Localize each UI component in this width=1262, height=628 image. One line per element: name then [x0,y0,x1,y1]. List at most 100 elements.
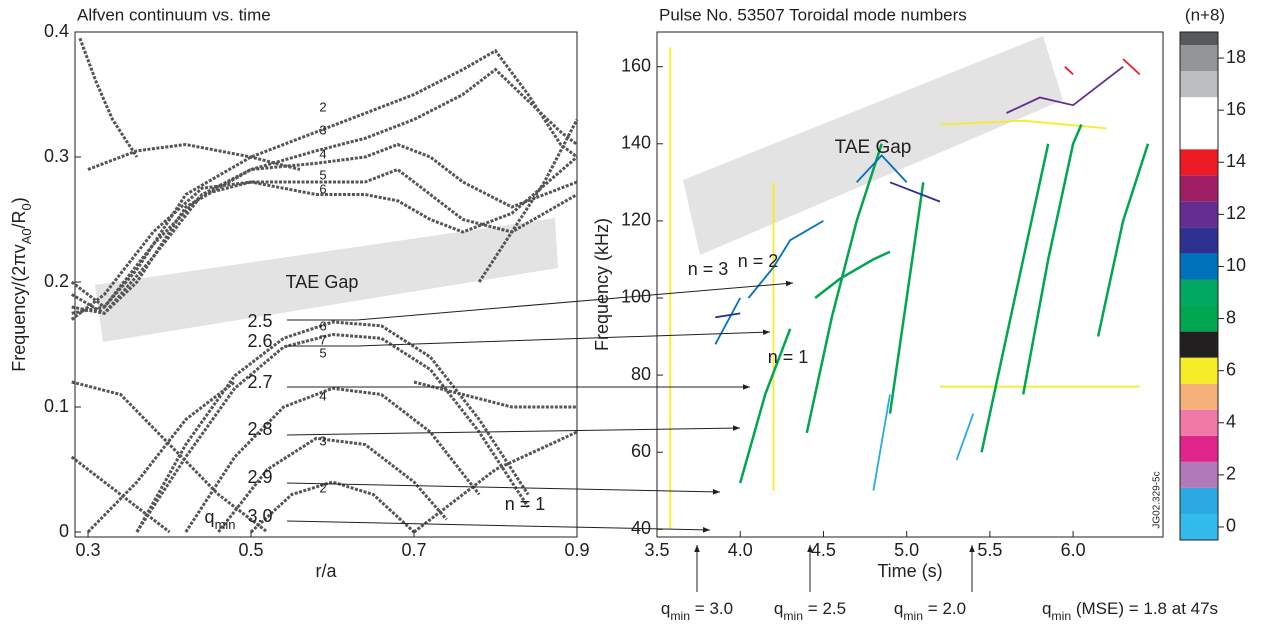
series-line [249,480,416,534]
annotation: 2 [319,480,326,495]
annotation-part: min [903,609,923,623]
annotation-part: min [783,609,803,623]
color-band [1180,409,1218,436]
annotation: qmin [205,507,236,532]
y-axis-label-part: Frequency/(2πv [9,244,29,371]
arrow [286,520,711,533]
annotation-part: q [894,599,903,618]
y-axis-label-part: ) [9,197,29,203]
series-line [70,48,578,310]
series-line [715,181,941,319]
colorbar-title: (n+8) [1185,5,1225,24]
annotation: qmin (MSE) = 1.8 at 47s [1042,599,1218,623]
annotation-part: min [670,609,690,623]
series-line [71,167,578,315]
annotation: 6 [319,181,326,196]
color-band [1180,201,1218,228]
annotation: 2.9 [247,467,272,487]
arrow [286,425,741,436]
y-tick-label: 80 [631,364,651,384]
annotation: 2.7 [247,372,272,392]
annotation-part: q [774,599,783,618]
colorbar-tick-label: 4 [1226,412,1236,432]
annotation: n = 1 [505,494,546,514]
annotation: 5 [319,167,326,182]
annotation: 3 [319,122,326,137]
annotation: 3.0 [247,506,272,526]
colorbar-tick-label: 16 [1226,99,1246,119]
plot-frame [74,31,578,538]
series-line [1064,58,1141,76]
series-line [184,386,481,533]
color-band [1180,487,1218,514]
annotation-part: min [1051,609,1071,623]
colorbar-tick-label: 2 [1226,464,1236,484]
x-tick-label: 5.5 [977,540,1002,560]
y-tick-label: 0.1 [44,396,69,416]
series-line [71,142,578,315]
annotation: 2.5 [247,311,272,331]
annotation-part: q [661,599,670,618]
y-axis-label: Frequency (kHz) [592,218,612,351]
annotation: JG02.329-5c [1152,471,1163,528]
series-line [872,394,975,491]
y-axis-label-part: /R [9,210,29,228]
annotation: 3 [319,433,326,448]
color-band [1180,227,1218,254]
x-axis-label: r/a [315,561,337,581]
annotation: 4 [319,146,326,161]
annotation: TAE Gap [286,272,359,292]
color-band [1180,71,1218,98]
tae-gap-band [683,36,1063,255]
annotation: TAE Gap [835,137,912,158]
x-tick-label: 4.0 [728,540,753,560]
color-band [1180,435,1218,462]
series-line [135,332,530,533]
annotation-part: q [205,507,215,527]
x-tick-label: 0.5 [239,540,264,560]
annotation: qmin = 2.5 [774,599,846,623]
plot-layer: 0.3 0.5 0.7 0.9 0 0.1 0.2 0.3 0.4 Alfven continuu… [9,5,1246,623]
color-band [1180,331,1218,358]
chart-title: Pulse No. 53507 Toroidal mode numbers [659,5,967,24]
annotation-part: = 2.5 [803,599,846,618]
series-line [71,380,269,534]
annotation: 2.6 [247,331,272,351]
q-arrows [286,280,975,592]
colorbar-tick-label: 14 [1226,151,1246,171]
annotation-part: = 3.0 [690,599,733,618]
series-line [70,67,578,316]
annotation: 2.8 [247,419,272,439]
tae-gap-band [95,218,558,342]
color-band [1180,45,1218,72]
y-tick-label: 0.2 [44,271,69,291]
color-band [1180,461,1218,488]
x-tick-label: 3.5 [644,540,669,560]
y-axis-label-part: A0 [19,228,34,244]
annotation-part: = 2.0 [923,599,966,618]
x-axis-label: Time (s) [877,561,942,581]
color-band [1180,357,1218,384]
color-band [1180,175,1218,202]
x-tick-label: 0.3 [76,540,101,560]
plot-frame [656,31,1164,538]
arrow [356,280,794,321]
series-line [714,154,908,345]
annotation-part: q [1042,599,1051,618]
y-axis-label: Frequency/(2πvA0/R0) [9,197,34,372]
arrow [356,329,771,347]
color-band [1180,253,1218,280]
y-tick-label: 0.3 [44,146,69,166]
series-line [87,142,301,171]
y-tick-label: 0.4 [44,21,69,41]
y-tick-label: 0 [59,521,69,541]
color-band [1180,305,1218,332]
series-line [86,380,236,534]
color-band [1180,32,1218,46]
annotation: qmin = 3.0 [661,599,733,623]
annotation: 6 [319,318,326,333]
series-line [669,47,1140,530]
colorbar-tick-label: 10 [1226,255,1246,275]
colorbar-tick-label: 12 [1226,203,1246,223]
annotation-part: min [215,517,236,532]
